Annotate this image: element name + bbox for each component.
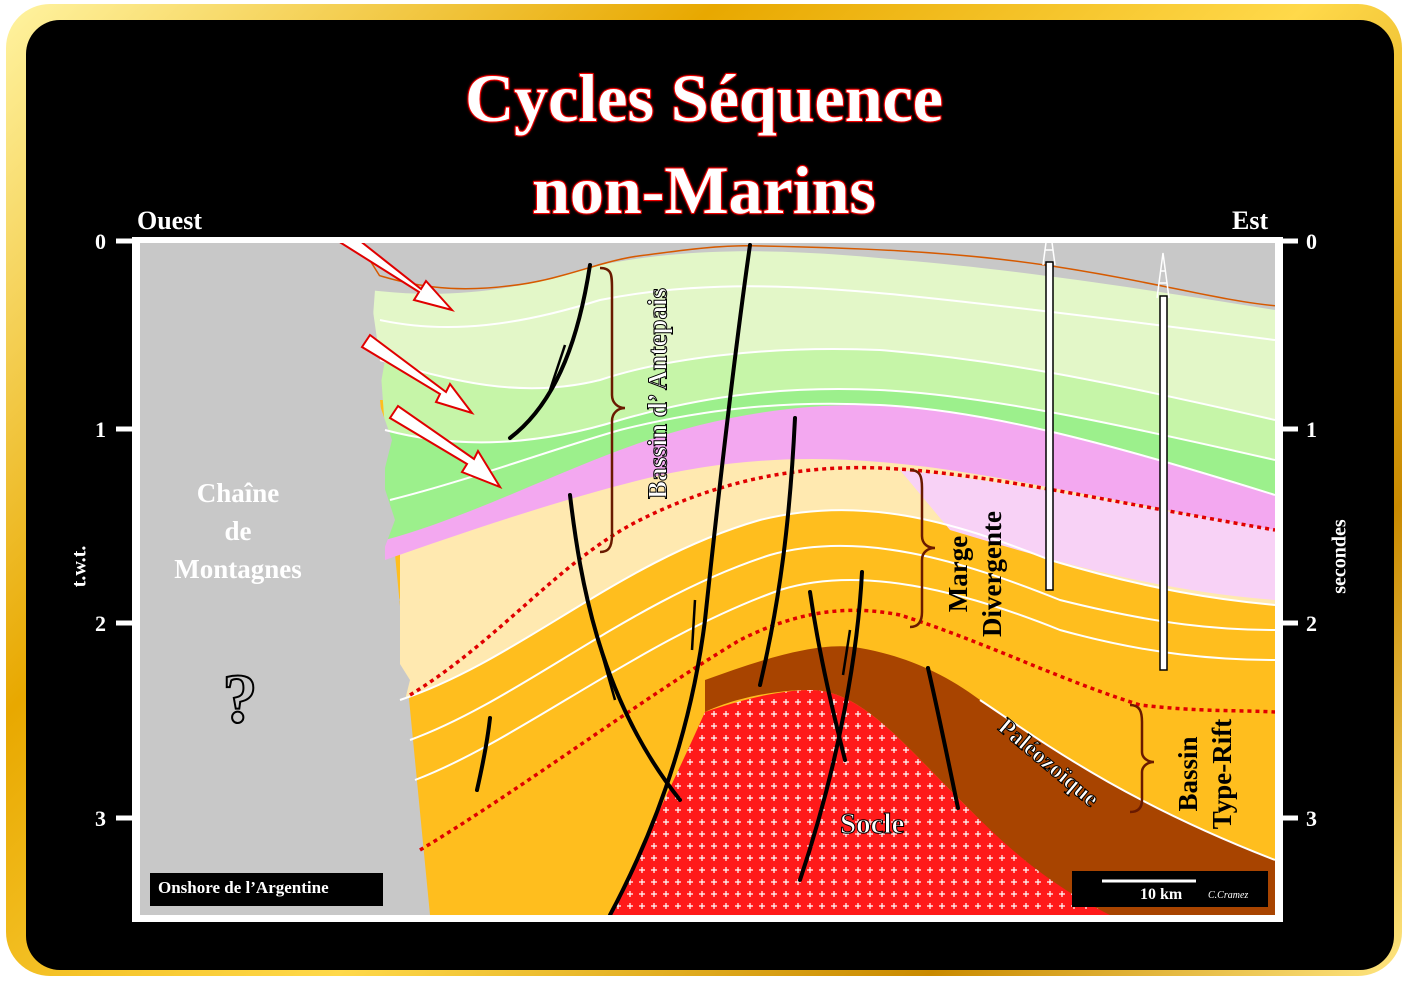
tick-right-3: 3 bbox=[1306, 806, 1317, 831]
mountains-line-2: de bbox=[224, 516, 252, 546]
tick-right-1: 1 bbox=[1306, 417, 1317, 442]
tick-right-0: 0 bbox=[1306, 229, 1317, 254]
location-box bbox=[150, 873, 383, 906]
tick-left-3: 3 bbox=[95, 806, 106, 831]
thrust-arrows bbox=[339, 243, 503, 490]
rift-line-2: Type-Rift bbox=[1207, 718, 1237, 830]
sequence-boundary-lower bbox=[419, 608, 1275, 852]
braces bbox=[599, 266, 1155, 814]
rift-basin-label: Bassin Type-Rift bbox=[1171, 689, 1239, 859]
well-2 bbox=[1159, 295, 1168, 671]
mountain-range-area bbox=[140, 243, 430, 915]
divergent-margin-label: Marge Divergente bbox=[941, 479, 1009, 669]
thrust-arrow-1-icon bbox=[339, 243, 455, 312]
rift-line-1: Bassin bbox=[1173, 736, 1203, 812]
question-mark: ? bbox=[222, 660, 259, 739]
mountains-label: Chaîne de Montagnes bbox=[150, 474, 326, 588]
light-pink-unit bbox=[900, 470, 1275, 600]
right-axis-label: secondes bbox=[1328, 519, 1351, 594]
margin-brace bbox=[909, 468, 936, 629]
west-label: Ouest bbox=[137, 206, 202, 235]
thrust-arrow-3-icon bbox=[388, 404, 503, 490]
left-axis-label: t.w.t. bbox=[68, 545, 91, 588]
well-1 bbox=[1045, 261, 1054, 591]
basement-label: Socle bbox=[839, 808, 905, 841]
foreland-basin-label: Bassin d’ Antepais bbox=[642, 287, 673, 500]
tick-right-2: 2 bbox=[1306, 611, 1317, 636]
basement-unit bbox=[610, 690, 1110, 915]
sequence-boundary-upper bbox=[409, 465, 1275, 697]
foreland-basin-brace bbox=[599, 266, 626, 554]
scale-box bbox=[1072, 871, 1268, 907]
title-line-2: non-Marins bbox=[531, 152, 877, 228]
tick-left-2: 2 bbox=[95, 611, 106, 636]
mountains-line-1: Chaîne bbox=[196, 478, 280, 508]
mountains-line-3: Montagnes bbox=[174, 554, 302, 584]
title-line-1: Cycles Séquence bbox=[464, 60, 944, 136]
wells bbox=[1042, 243, 1170, 671]
paleozoic-unit bbox=[705, 646, 1275, 915]
author-label: C.Cramez bbox=[1208, 890, 1249, 901]
tick-left-0: 0 bbox=[95, 229, 106, 254]
thrust-arrow-2-icon bbox=[360, 333, 475, 415]
fault-arrows bbox=[548, 344, 852, 701]
margin-line-1: Marge bbox=[943, 535, 973, 613]
axis-ticks bbox=[116, 238, 1298, 821]
rift-brace bbox=[1129, 703, 1155, 814]
derrick-2-icon bbox=[1156, 252, 1170, 299]
margin-line-2: Divergente bbox=[977, 511, 1007, 637]
tick-left-1: 1 bbox=[95, 417, 106, 442]
air-zone bbox=[360, 243, 1275, 305]
location-label: Onshore de l’Argentine bbox=[158, 878, 329, 897]
scale-label: 10 km bbox=[1140, 886, 1183, 903]
derrick-1-icon bbox=[1042, 243, 1056, 266]
east-label: Est bbox=[1232, 206, 1269, 235]
